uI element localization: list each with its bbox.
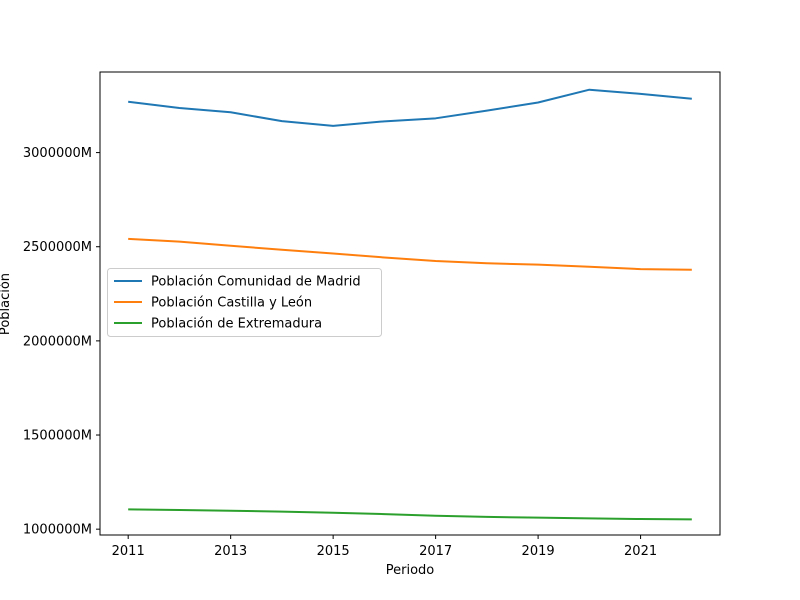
x-tick-label: 2017 xyxy=(419,544,452,559)
x-tick-label: 2021 xyxy=(624,544,657,559)
series-line-1 xyxy=(128,237,692,271)
legend-label-2: Población de Extremadura xyxy=(151,317,322,332)
legend-label-1: Población Castilla y León xyxy=(151,296,312,311)
x-tick-label: 2015 xyxy=(317,544,350,559)
y-tick-label: 1500000M xyxy=(23,429,92,444)
y-axis-label: Población xyxy=(0,273,13,335)
series-line-2 xyxy=(128,508,692,521)
series-layer xyxy=(128,88,692,521)
x-tick-label: 2019 xyxy=(522,544,555,559)
x-axis-label: Periodo xyxy=(386,563,435,578)
y-axis: 1000000M 1500000M 2000000M 2500000M 3000000M xyxy=(23,146,100,538)
y-tick-label: 3000000M xyxy=(23,146,92,161)
legend-box xyxy=(107,268,382,337)
legend: Población Comunidad de Madrid Población C… xyxy=(107,268,382,337)
series-line-0 xyxy=(128,88,692,127)
legend-label-0: Población Comunidad de Madrid xyxy=(151,275,361,290)
x-tick-label: 2011 xyxy=(112,544,145,559)
x-axis: 2011 2013 2015 2017 2019 2021 xyxy=(112,535,657,559)
y-tick-label: 2500000M xyxy=(23,240,92,255)
plot-frame xyxy=(99,71,721,536)
y-tick-label: 1000000M xyxy=(23,523,92,538)
y-tick-label: 2000000M xyxy=(23,334,92,349)
x-tick-label: 2013 xyxy=(214,544,247,559)
